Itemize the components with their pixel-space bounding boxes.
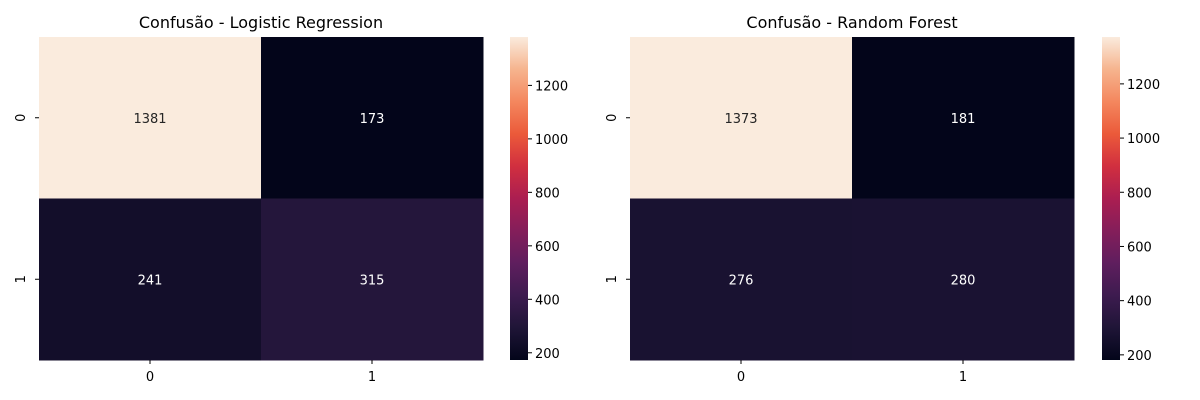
chart-title: Confusão - Logistic Regression: [139, 13, 383, 32]
heatmap-cell: [630, 198, 853, 361]
heatmap-cells: 1373 181 276 280: [630, 37, 1075, 361]
colorbar-tick-label: 800: [535, 186, 560, 201]
colorbar-tick-label: 800: [1127, 186, 1152, 201]
x-tick-label: 0: [737, 370, 745, 385]
colorbar-tick-label: 1200: [1127, 78, 1160, 93]
heatmap-cells: 1381 173 241 315: [39, 37, 484, 361]
cell-value-label: 1381: [133, 112, 166, 127]
y-tick-label: 0: [14, 114, 29, 122]
cell-value-label: 241: [138, 273, 163, 288]
colorbar-ticks: 200 400 600 800 1000 1200: [528, 79, 568, 362]
y-tick-label: 1: [14, 275, 29, 283]
heatmap-panel-logistic-regression: Confusão - Logistic Regression 1381 173 24…: [14, 13, 568, 385]
y-tick-label: 1: [605, 275, 620, 283]
colorbar-tick-label: 200: [535, 347, 560, 362]
cell-value-label: 181: [951, 112, 976, 127]
x-tick-label: 1: [959, 370, 967, 385]
cell-value-label: 280: [951, 273, 976, 288]
cell-value-label: 315: [360, 273, 385, 288]
colorbar-tick-label: 600: [1127, 240, 1152, 255]
heatmap-cell: [630, 37, 853, 199]
x-tick-label: 1: [368, 370, 376, 385]
colorbar-tick-label: 1000: [1127, 132, 1160, 147]
heatmap-cell: [261, 198, 484, 361]
colorbar-tick-label: 600: [535, 240, 560, 255]
colorbar-tick-label: 200: [1127, 349, 1152, 364]
colorbar-tick-label: 1000: [535, 133, 568, 148]
heatmap-axes: 0 1 0 1: [14, 114, 376, 385]
colorbar: 200 400 600 800 1000 1200: [510, 37, 568, 362]
colorbar-gradient: [510, 37, 528, 360]
cell-value-label: 173: [360, 112, 385, 127]
colorbar-gradient: [1102, 37, 1120, 360]
heatmap-cell: [852, 37, 1075, 199]
x-tick-label: 0: [146, 370, 154, 385]
chart-title: Confusão - Random Forest: [746, 13, 957, 32]
heatmap-cell: [39, 37, 262, 199]
heatmap-panel-random-forest: Confusão - Random Forest 1373 181 276 280 0…: [605, 13, 1160, 385]
heatmap-cell: [261, 37, 484, 199]
colorbar-tick-label: 400: [1127, 295, 1152, 310]
colorbar-ticks: 200 400 600 800 1000 1200: [1120, 78, 1160, 364]
colorbar-tick-label: 1200: [535, 79, 568, 94]
cell-value-label: 276: [729, 273, 754, 288]
y-tick-label: 0: [605, 114, 620, 122]
heatmap-cell: [39, 198, 262, 361]
colorbar: 200 400 600 800 1000 1200: [1102, 37, 1160, 364]
cell-value-label: 1373: [724, 112, 757, 127]
colorbar-tick-label: 400: [535, 293, 560, 308]
heatmap-axes: 0 1 0 1: [605, 114, 967, 385]
heatmap-cell: [852, 198, 1075, 361]
